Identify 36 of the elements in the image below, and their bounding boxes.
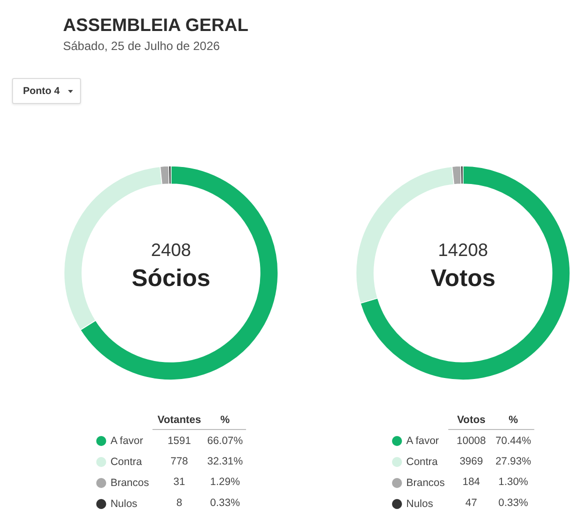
text: Sábado, 25 de Julho de 2026	[63, 39, 220, 53]
text: ASSEMBLEIA GERAL	[63, 15, 248, 35]
text: 1.29%	[210, 476, 240, 488]
text: Votos	[430, 265, 496, 292]
data-label: 31	[173, 476, 186, 488]
text: Votantes	[157, 414, 202, 426]
text: Votos	[457, 414, 486, 426]
dropdown[interactable]: Ponto 4	[12, 78, 81, 104]
data-label: 184	[462, 476, 480, 488]
legend-label: Brancos	[110, 477, 149, 489]
legend-label: A favor	[406, 435, 440, 447]
legend-label: Contra	[406, 456, 438, 468]
text: 66.07%	[207, 435, 243, 447]
legend-label: Nulos	[406, 498, 434, 510]
text: 2408	[150, 240, 192, 260]
data-label: 3969	[460, 456, 484, 468]
text: 27.93%	[495, 456, 532, 468]
data-label: 47	[465, 496, 478, 509]
text: Sócios	[132, 265, 210, 292]
text: %	[508, 414, 519, 426]
legend-label: Contra	[110, 456, 142, 468]
text: 70.44%	[495, 435, 532, 447]
data-label: 778	[170, 456, 188, 468]
legend-label: Brancos	[406, 477, 445, 489]
data-label: 8	[176, 496, 182, 509]
donut-slice	[360, 166, 570, 380]
text: %	[220, 414, 230, 426]
data-label: 1591	[168, 435, 192, 447]
text: 0.33%	[210, 496, 240, 509]
text: 0.33%	[498, 496, 528, 509]
text: 32.31%	[207, 456, 243, 468]
data-label: 10008	[456, 435, 486, 447]
legend-label: A favor	[110, 435, 144, 447]
legend-label: Nulos	[110, 498, 138, 510]
text: 14208	[438, 240, 488, 260]
text: 1.30%	[498, 476, 528, 488]
